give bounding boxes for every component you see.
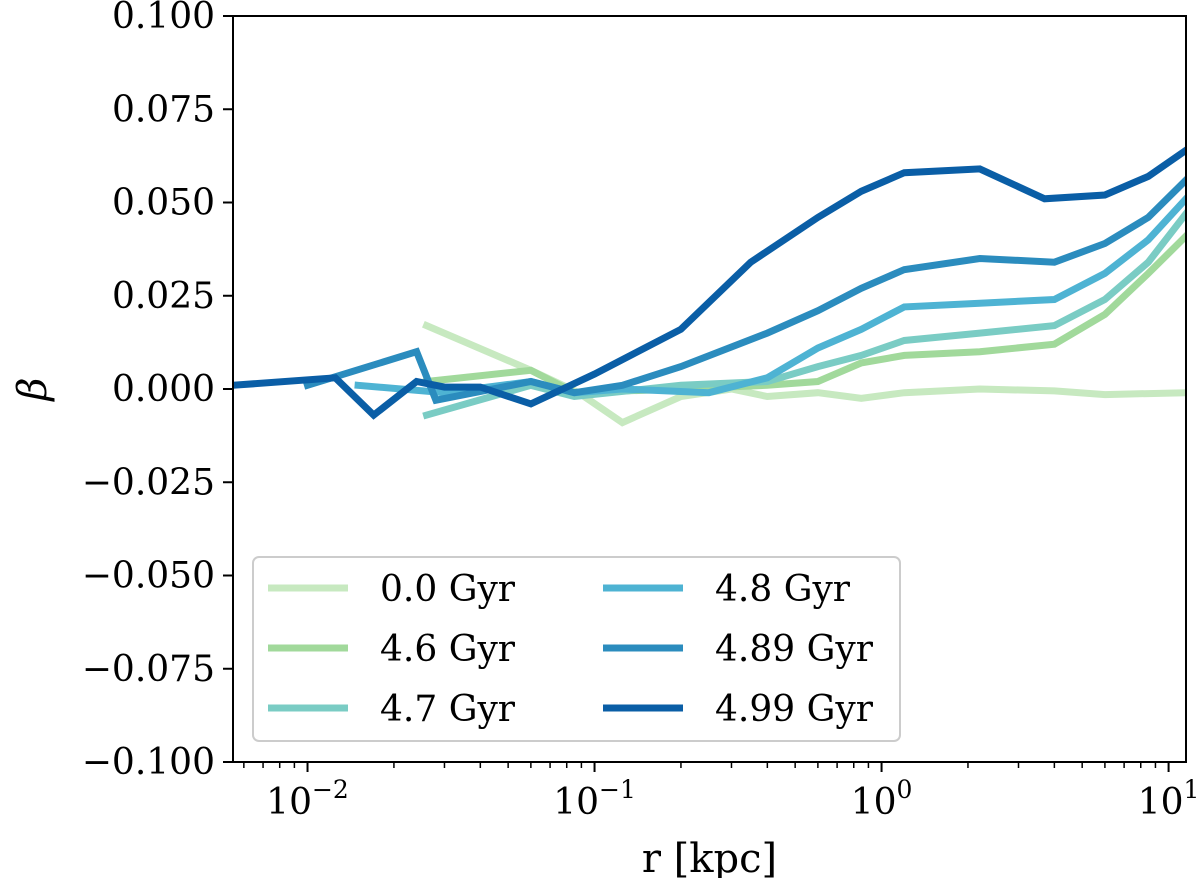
- legend-label-0: 0.0 Gyr: [380, 569, 516, 610]
- series-line-3: [354, 193, 1186, 397]
- x-tick-label: 10−2: [266, 775, 349, 823]
- legend: 0.0 Gyr 4.6 Gyr 4.7 Gyr 4.8 Gyr 4.89 Gyr 4.99…: [252, 556, 901, 742]
- y-tick-label: 0.000: [112, 369, 215, 410]
- legend-label-3: 4.8 Gyr: [715, 569, 851, 610]
- series-layer: [233, 146, 1186, 427]
- x-tick-label: 101: [1138, 775, 1200, 823]
- y-tick-label: 0.075: [112, 89, 215, 130]
- y-tick-label: 0.050: [112, 183, 215, 224]
- legend-label-2: 4.7 Gyr: [380, 689, 516, 730]
- ticks-layer: 0.100 0.075 0.050 0.025 0.000 −0.025 −0.050 −0.…: [82, 0, 1200, 823]
- legend-label-1: 4.6 Gyr: [380, 629, 516, 670]
- y-tick-label: 0.100: [112, 0, 215, 37]
- legend-box: [252, 556, 901, 742]
- x-axis-label: r [kpc]: [642, 836, 777, 878]
- y-tick-label: −0.050: [82, 556, 215, 597]
- y-tick-label: −0.100: [82, 742, 215, 783]
- y-axis-label: β: [10, 377, 56, 402]
- legend-label-5: 4.99 Gyr: [715, 689, 874, 730]
- series-line-2: [422, 208, 1186, 420]
- y-tick-label: −0.075: [82, 649, 215, 690]
- y-tick-label: 0.025: [112, 276, 215, 317]
- series-line-5: [233, 146, 1186, 420]
- x-tick-label: 10−1: [553, 775, 636, 823]
- y-tick-label: −0.025: [82, 462, 215, 503]
- x-tick-label: 100: [851, 775, 913, 823]
- legend-label-4: 4.89 Gyr: [715, 629, 874, 670]
- series-line-4: [303, 175, 1186, 405]
